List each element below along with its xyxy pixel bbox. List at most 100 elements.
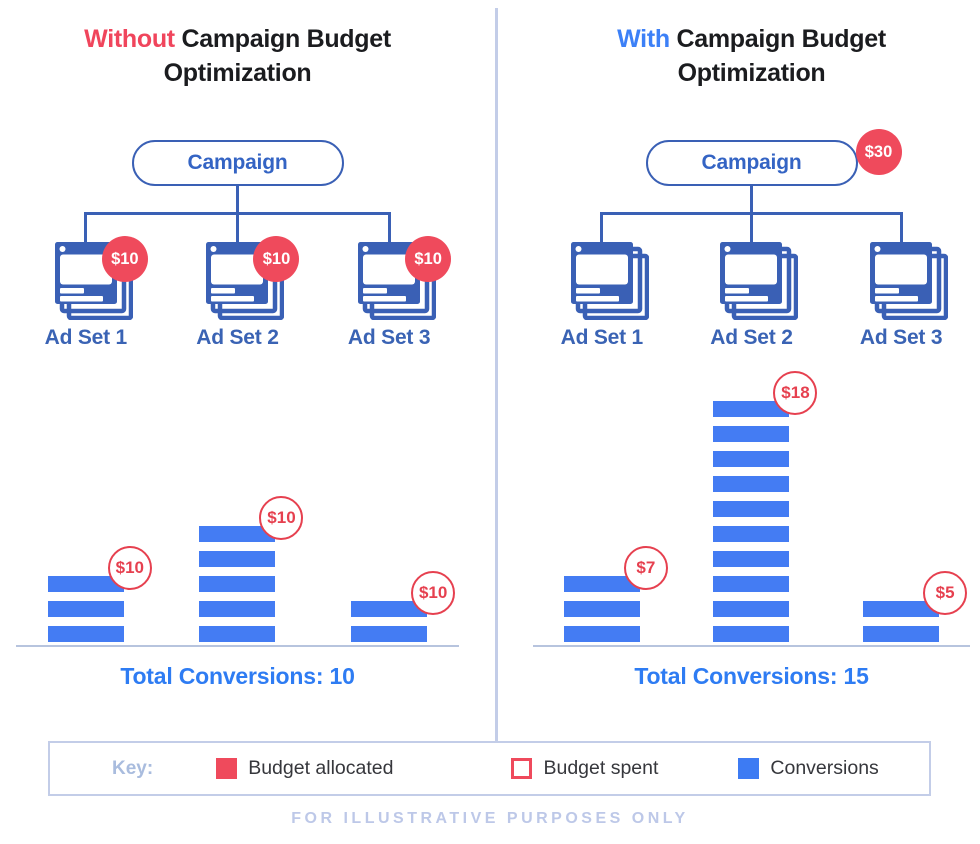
budget-spent-badge: $7: [623, 546, 668, 590]
conversion-stripe: [863, 601, 940, 617]
conversion-stripe: [199, 601, 276, 617]
ad-set-icon: [720, 242, 799, 321]
conversion-stripe: [713, 451, 790, 467]
chart-bar-slot: $10: [162, 496, 314, 645]
tree-drop-line: [84, 212, 88, 242]
conversion-bar: $7: [563, 546, 668, 642]
conversion-bar: $18: [713, 371, 818, 642]
tree-stem-line: [236, 186, 239, 212]
conversion-bar: $10: [351, 571, 456, 642]
ad-set-row: $10 Ad Set 1 $10 Ad Set 2: [10, 236, 465, 350]
conversion-bar: $10: [199, 496, 304, 642]
legend-item-label: Budget allocated: [248, 757, 394, 779]
ad-set-row: Ad Set 1 Ad Set 2: [527, 242, 976, 350]
panel-title-highlight: With: [617, 25, 670, 53]
conversion-stripe: [199, 526, 276, 542]
conversion-stripe: [713, 476, 790, 492]
chart-bars: $7 $18 $5: [527, 350, 976, 645]
conversion-bar: $10: [47, 546, 152, 642]
legend-item-label: Conversions: [770, 757, 879, 779]
chart-bar-slot: $10: [313, 571, 465, 645]
ad-set-icon-wrap: $10: [47, 236, 148, 321]
conversion-stripe: [713, 626, 790, 642]
conversion-stripe: [713, 501, 790, 517]
conversion-stripe: [713, 576, 790, 592]
panel-divider: [495, 8, 498, 741]
conversion-stripe: [713, 426, 790, 442]
panel-title-rest: Campaign Budget Optimization: [163, 25, 392, 87]
tree-drop-line: [750, 212, 753, 242]
ad-set-icon-wrap: $10: [198, 236, 300, 321]
conversion-stripe: [351, 601, 428, 617]
conversion-stripe: [199, 626, 276, 642]
legend-swatch-fill-blue: [738, 758, 760, 779]
chart-bar-slot: $7: [527, 546, 677, 645]
conversion-stripe: [563, 601, 640, 617]
panel-with-cbo: With Campaign Budget Optimization Campai…: [497, 0, 980, 690]
conversion-stripe: [47, 576, 124, 592]
conversion-stripe: [47, 626, 124, 642]
budget-spent-badge: $10: [411, 571, 456, 615]
tree-drop-line: [236, 212, 239, 242]
ad-set-item: $10 Ad Set 3: [313, 236, 465, 350]
conversion-stripe: [199, 576, 276, 592]
conversion-bar: $5: [863, 571, 968, 642]
ad-set-item: Ad Set 3: [826, 242, 976, 350]
legend-key-label: Key:: [112, 757, 154, 779]
ad-set-item: Ad Set 1: [527, 242, 677, 350]
conversion-stripe: [199, 551, 276, 567]
ad-set-label: Ad Set 1: [560, 326, 644, 349]
budget-spent-badge: $18: [773, 371, 818, 415]
tree-drop-line: [387, 212, 391, 242]
ad-set-icon-wrap: $10: [350, 236, 452, 321]
legend-item: Budget allocated: [216, 757, 393, 780]
legend-swatch-outline-red: [511, 758, 533, 779]
ad-set-icon: [570, 242, 650, 321]
budget-spent-badge: $5: [923, 571, 968, 615]
chart-bar-slot: $18: [677, 371, 827, 645]
conversion-stripe: [713, 401, 790, 417]
panel-title-rest: Campaign Budget Optimization: [676, 25, 886, 87]
comparison-panels: Without Campaign Budget Optimization Cam…: [0, 0, 980, 690]
ad-set-label: Ad Set 2: [196, 326, 279, 349]
ad-set-item: $10 Ad Set 2: [162, 236, 314, 350]
ad-set-item: $10 Ad Set 1: [10, 236, 162, 350]
ad-set-label: Ad Set 1: [44, 326, 128, 349]
legend-swatch-fill-red: [216, 758, 238, 779]
panel-without-cbo: Without Campaign Budget Optimization Cam…: [0, 0, 497, 690]
ad-set-budget-badge: $10: [101, 236, 148, 282]
legend-items: Budget allocated Budget spent Conversion…: [153, 757, 879, 780]
conversions-chart: $7 $18 $5: [527, 350, 976, 647]
conversions-chart: $10 $10 $10: [10, 350, 465, 647]
campaign-label: Campaign: [701, 151, 802, 174]
conversion-stripe: [713, 551, 790, 567]
chart-baseline: [533, 644, 970, 647]
campaign-tree: Campaign: [10, 140, 465, 242]
chart-bar-slot: $5: [826, 571, 976, 645]
ad-set-icon: [870, 242, 949, 321]
conversion-stripe: [713, 526, 790, 542]
tree-drop-line: [899, 212, 903, 242]
ad-set-icon-wrap: [862, 242, 949, 321]
campaign-tree: Campaign $30: [527, 129, 976, 242]
chart-bar-slot: $10: [10, 546, 162, 645]
ad-set-item: Ad Set 2: [677, 242, 827, 350]
conversion-stripe: [351, 626, 428, 642]
chart-bars: $10 $10 $10: [10, 350, 465, 645]
panel-title: With Campaign Budget Optimization: [572, 22, 932, 90]
legend-item: Conversions: [738, 757, 879, 780]
chart-baseline: [16, 644, 459, 647]
campaign-pill: Campaign: [131, 140, 344, 186]
budget-spent-badge: $10: [259, 496, 304, 540]
ad-set-label: Ad Set 3: [347, 326, 431, 349]
conversion-stripe: [563, 576, 640, 592]
ad-set-icon-wrap: [712, 242, 799, 321]
panel-title: Without Campaign Budget Optimization: [58, 22, 418, 90]
legend-item: Budget spent: [511, 757, 658, 780]
conversion-stripe: [47, 601, 124, 617]
budget-spent-badge: $10: [107, 546, 152, 590]
conversion-stripe: [563, 626, 640, 642]
conversion-stripe: [713, 601, 790, 617]
ad-set-label: Ad Set 2: [710, 326, 793, 349]
ad-set-budget-badge: $10: [253, 236, 300, 282]
